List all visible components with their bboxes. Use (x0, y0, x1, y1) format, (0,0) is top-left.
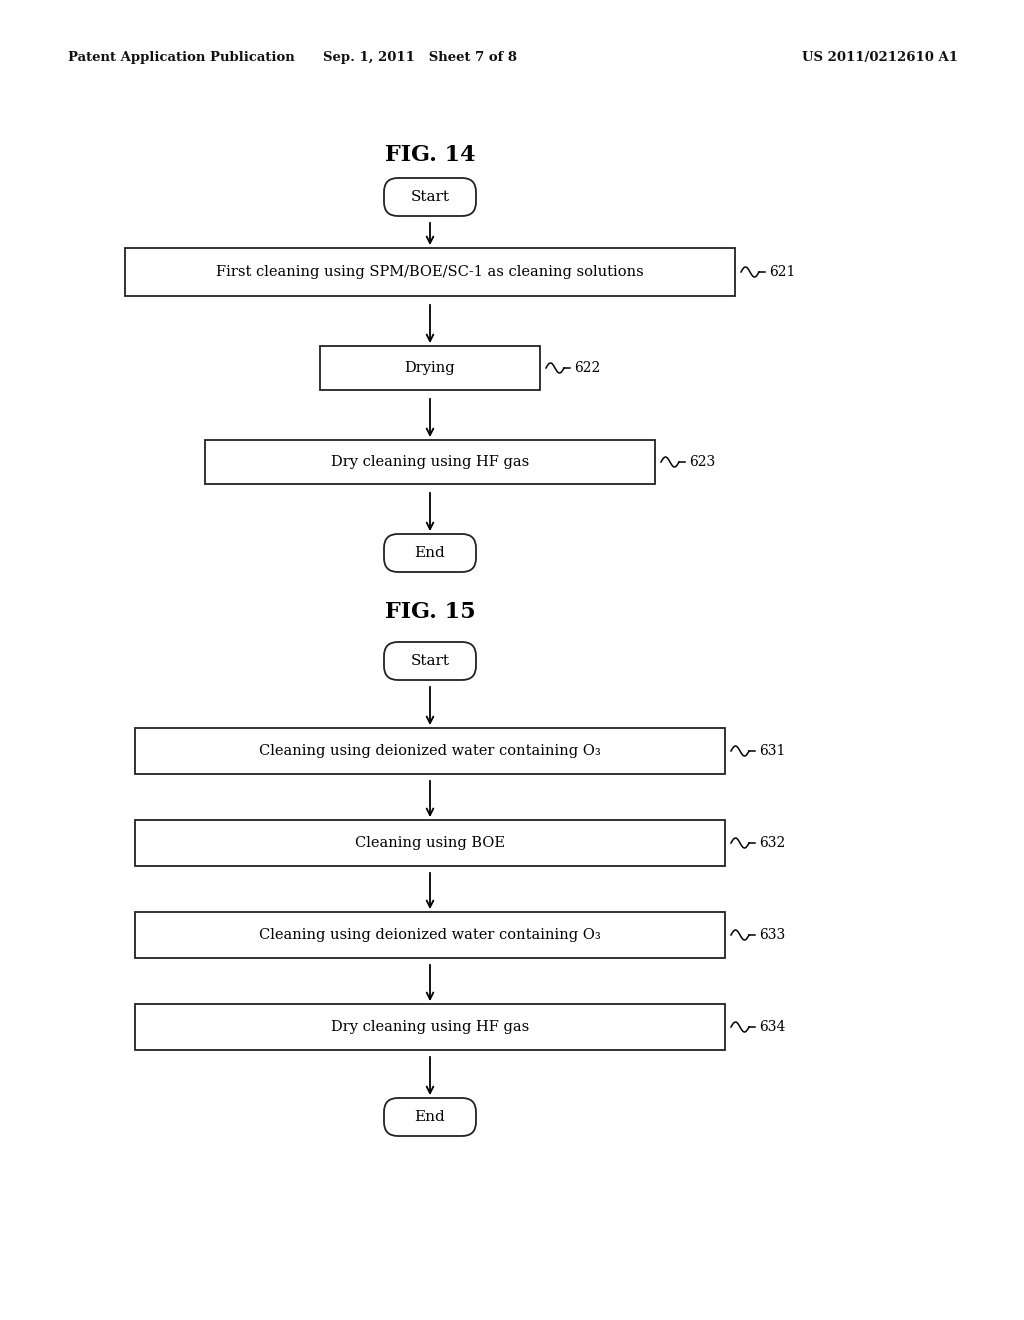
Bar (205, 440, 655, 484)
Text: Drying: Drying (404, 360, 456, 375)
Text: 621: 621 (769, 265, 796, 279)
Bar (125, 248, 735, 296)
Text: End: End (415, 1110, 445, 1125)
Text: 634: 634 (759, 1020, 785, 1034)
FancyBboxPatch shape (384, 1098, 476, 1137)
Text: Patent Application Publication: Patent Application Publication (68, 51, 295, 65)
Text: FIG. 15: FIG. 15 (385, 601, 475, 623)
Bar (135, 820, 725, 866)
Text: Cleaning using BOE: Cleaning using BOE (355, 836, 505, 850)
FancyBboxPatch shape (384, 178, 476, 216)
Text: Sep. 1, 2011   Sheet 7 of 8: Sep. 1, 2011 Sheet 7 of 8 (323, 51, 517, 65)
Bar (135, 1005, 725, 1049)
Text: Cleaning using deionized water containing O₃: Cleaning using deionized water containin… (259, 744, 601, 758)
Bar (319, 346, 540, 389)
Text: 623: 623 (689, 455, 715, 469)
Text: Dry cleaning using HF gas: Dry cleaning using HF gas (331, 455, 529, 469)
Text: Cleaning using deionized water containing O₃: Cleaning using deionized water containin… (259, 928, 601, 942)
Text: First cleaning using SPM/BOE/SC-1 as cleaning solutions: First cleaning using SPM/BOE/SC-1 as cle… (216, 265, 644, 279)
Text: 633: 633 (759, 928, 785, 942)
Text: FIG. 14: FIG. 14 (385, 144, 475, 166)
Text: US 2011/0212610 A1: US 2011/0212610 A1 (802, 51, 958, 65)
FancyBboxPatch shape (384, 642, 476, 680)
Text: 632: 632 (759, 836, 785, 850)
Text: 622: 622 (574, 360, 600, 375)
Text: Start: Start (411, 653, 450, 668)
Text: Dry cleaning using HF gas: Dry cleaning using HF gas (331, 1020, 529, 1034)
FancyBboxPatch shape (384, 535, 476, 572)
Bar (135, 912, 725, 958)
Text: Start: Start (411, 190, 450, 205)
Text: End: End (415, 546, 445, 560)
Text: 631: 631 (759, 744, 785, 758)
Bar (135, 729, 725, 774)
